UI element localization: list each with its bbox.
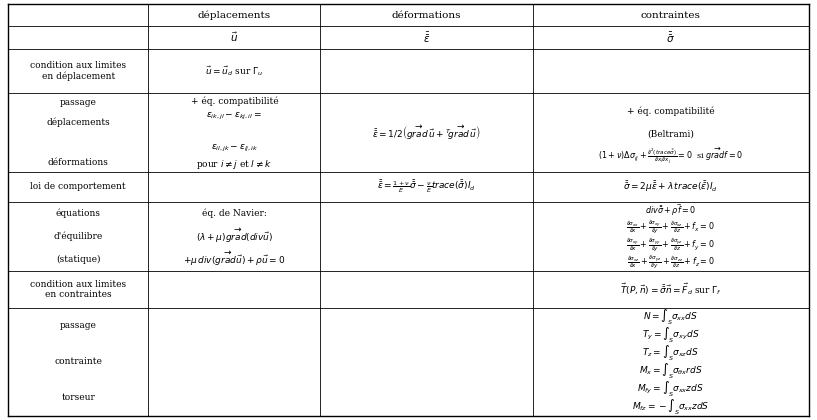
Text: $\bar{\bar{\epsilon}} = \frac{1+\nu}{E}\bar{\bar{\sigma}} - \frac{\nu}{E}trace(\: $\bar{\bar{\epsilon}} = \frac{1+\nu}{E}\… (377, 178, 476, 195)
Text: $(\lambda + \mu)\overrightarrow{grad}(div\vec{u})$: $(\lambda + \mu)\overrightarrow{grad}(di… (196, 227, 273, 245)
Text: $M_x = \int_S \sigma_{\theta x}rdS$: $M_x = \int_S \sigma_{\theta x}rdS$ (639, 361, 703, 381)
Text: $\frac{\partial\sigma_{xx}}{\partial x} + \frac{\partial\sigma_{xy}}{\partial y}: $\frac{\partial\sigma_{xx}}{\partial x} … (627, 219, 715, 236)
Text: (Beltrami): (Beltrami) (647, 129, 694, 138)
Text: condition aux limites
en contraintes: condition aux limites en contraintes (30, 280, 127, 299)
Text: $\vec{T}(P,\vec{n}) = \bar{\bar{\sigma}}\vec{n} = \vec{F}_d$ sur $\Gamma_f$: $\vec{T}(P,\vec{n}) = \bar{\bar{\sigma}}… (620, 282, 721, 297)
Text: $\epsilon_{ik,jl} - \epsilon_{kj,il} =$: $\epsilon_{ik,jl} - \epsilon_{kj,il} =$ (207, 111, 262, 122)
Text: contrainte: contrainte (54, 357, 102, 366)
Text: pour $i \neq j$ et $l \neq k$: pour $i \neq j$ et $l \neq k$ (196, 158, 272, 171)
Text: + éq. compatibilité: + éq. compatibilité (190, 96, 278, 106)
Text: $\bar{\bar{\epsilon}}$: $\bar{\bar{\epsilon}}$ (423, 30, 431, 45)
Text: $\vec{u}$: $\vec{u}$ (230, 31, 239, 44)
Text: déformations: déformations (47, 158, 109, 167)
Text: condition aux limites
en déplacement: condition aux limites en déplacement (30, 61, 127, 81)
Text: $\bar{\bar{\sigma}} = 2\mu\bar{\bar{\epsilon}} + \lambda\,trace(\bar{\bar{\epsil: $\bar{\bar{\sigma}} = 2\mu\bar{\bar{\eps… (623, 180, 718, 194)
Text: $T_z = \int_S \sigma_{xz}dS$: $T_z = \int_S \sigma_{xz}dS$ (642, 344, 699, 362)
Text: torseur: torseur (61, 393, 95, 402)
Text: passage: passage (60, 321, 96, 331)
Text: contraintes: contraintes (641, 11, 701, 20)
Text: loi de comportement: loi de comportement (30, 182, 126, 192)
Text: déplacements: déplacements (198, 10, 271, 20)
Text: éq. de Navier:: éq. de Navier: (202, 209, 267, 218)
Text: $+\mu\,div(\overrightarrow{grad}\vec{u}) + \rho\vec{u} = 0$: $+\mu\,div(\overrightarrow{grad}\vec{u})… (183, 250, 285, 268)
Text: $div\bar{\bar{\sigma}} + \rho\vec{f} = 0$: $div\bar{\bar{\sigma}} + \rho\vec{f} = 0… (645, 202, 696, 218)
Text: $(1+\nu)\Delta\sigma_{ij} + \frac{\partial^2(trace\bar{\bar{\sigma}})}{\partial : $(1+\nu)\Delta\sigma_{ij} + \frac{\parti… (598, 146, 743, 166)
Text: $\epsilon_{il,jk} - \epsilon_{lj,ik}$: $\epsilon_{il,jk} - \epsilon_{lj,ik}$ (211, 143, 258, 154)
Text: passage: passage (60, 98, 96, 108)
Text: $M_{fz} = -\int_S \sigma_{xx}zdS$: $M_{fz} = -\int_S \sigma_{xx}zdS$ (632, 397, 709, 416)
Text: déplacements: déplacements (47, 118, 110, 128)
Text: $\frac{\partial\sigma_{xy}}{\partial x} + \frac{\partial\sigma_{yy}}{\partial y}: $\frac{\partial\sigma_{xy}}{\partial x} … (627, 236, 715, 254)
Text: $\frac{\partial\sigma_{xz}}{\partial x} + \frac{\partial\sigma_{yz}}{\partial y}: $\frac{\partial\sigma_{xz}}{\partial x} … (627, 254, 715, 271)
Text: $T_y = \int_S \sigma_{xy}dS$: $T_y = \int_S \sigma_{xy}dS$ (642, 326, 699, 344)
Text: $N = \int_S \sigma_{xx}dS$: $N = \int_S \sigma_{xx}dS$ (643, 307, 698, 326)
Text: $\vec{u} = \vec{u}_d$ sur $\Gamma_u$: $\vec{u} = \vec{u}_d$ sur $\Gamma_u$ (205, 64, 263, 78)
Text: d'équilibre: d'équilibre (54, 231, 103, 241)
Text: $\bar{\bar{\epsilon}} = 1/2\left(\overrightarrow{grad}\,\vec{u} + {}^T\!\overrig: $\bar{\bar{\epsilon}} = 1/2\left(\overri… (372, 123, 481, 142)
Text: équations: équations (56, 209, 100, 218)
Text: (statique): (statique) (56, 255, 100, 264)
Text: déformations: déformations (392, 11, 462, 20)
Text: + éq. compatibilité: + éq. compatibilité (627, 106, 715, 116)
Text: $M_{fy} = \int_S \sigma_{xx}zdS$: $M_{fy} = \int_S \sigma_{xx}zdS$ (637, 379, 704, 398)
Text: $\bar{\bar{\sigma}}$: $\bar{\bar{\sigma}}$ (667, 30, 675, 45)
